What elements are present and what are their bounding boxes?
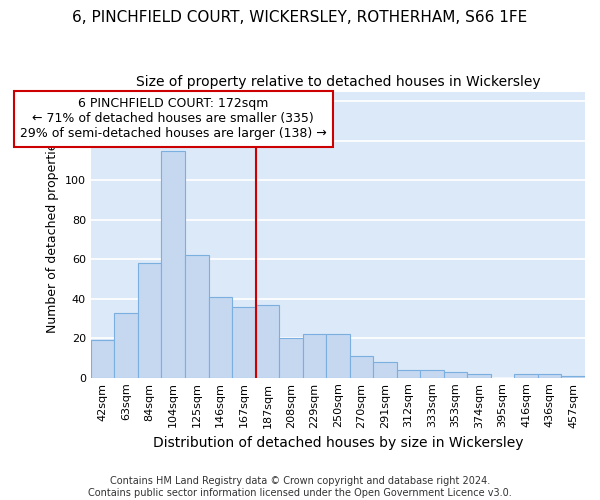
X-axis label: Distribution of detached houses by size in Wickersley: Distribution of detached houses by size … <box>152 436 523 450</box>
Bar <box>562 376 585 378</box>
Bar <box>350 356 373 378</box>
Bar <box>138 263 161 378</box>
Text: 6 PINCHFIELD COURT: 172sqm
← 71% of detached houses are smaller (335)
29% of sem: 6 PINCHFIELD COURT: 172sqm ← 71% of deta… <box>20 98 326 140</box>
Bar <box>232 306 256 378</box>
Text: Contains HM Land Registry data © Crown copyright and database right 2024.
Contai: Contains HM Land Registry data © Crown c… <box>88 476 512 498</box>
Title: Size of property relative to detached houses in Wickersley: Size of property relative to detached ho… <box>136 75 540 89</box>
Text: 6, PINCHFIELD COURT, WICKERSLEY, ROTHERHAM, S66 1FE: 6, PINCHFIELD COURT, WICKERSLEY, ROTHERH… <box>73 10 527 25</box>
Bar <box>444 372 467 378</box>
Bar <box>373 362 397 378</box>
Bar <box>326 334 350 378</box>
Bar <box>538 374 562 378</box>
Bar <box>185 256 209 378</box>
Bar <box>256 304 279 378</box>
Bar <box>161 151 185 378</box>
Bar <box>279 338 302 378</box>
Bar <box>514 374 538 378</box>
Bar <box>420 370 444 378</box>
Y-axis label: Number of detached properties: Number of detached properties <box>46 136 59 333</box>
Bar <box>209 297 232 378</box>
Bar <box>397 370 420 378</box>
Bar <box>115 312 138 378</box>
Bar <box>91 340 115 378</box>
Bar <box>467 374 491 378</box>
Bar <box>302 334 326 378</box>
